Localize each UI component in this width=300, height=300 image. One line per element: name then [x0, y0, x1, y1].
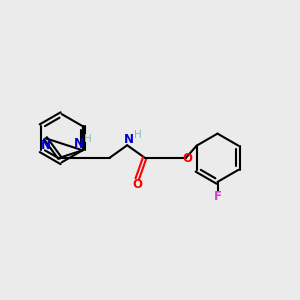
- Text: F: F: [214, 190, 222, 202]
- Text: H: H: [84, 134, 92, 144]
- Text: H: H: [134, 130, 142, 140]
- Text: N: N: [40, 139, 50, 152]
- Text: N: N: [124, 134, 134, 146]
- Text: O: O: [182, 152, 193, 165]
- Text: O: O: [132, 178, 142, 191]
- Text: N: N: [74, 137, 84, 150]
